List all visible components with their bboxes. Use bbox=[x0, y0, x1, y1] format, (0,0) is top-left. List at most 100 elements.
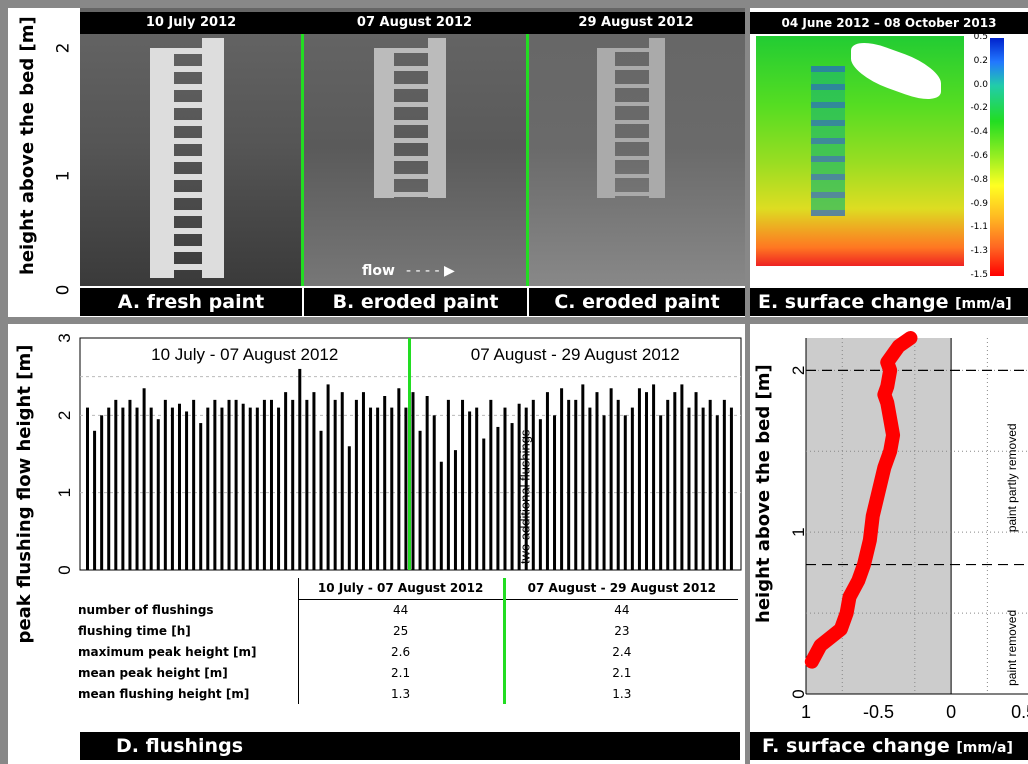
table-header-row: 10 July - 07 August 2012 07 August - 29 … bbox=[78, 578, 738, 600]
bar bbox=[107, 407, 111, 570]
bar bbox=[701, 407, 705, 570]
bar bbox=[305, 399, 309, 570]
caption-e: E. surface change [mm/a] bbox=[750, 288, 1028, 316]
bar bbox=[177, 403, 181, 570]
flushing-bar-chart: 0 1 2 3 10 July - 07 August 2012 07 August - … bbox=[55, 333, 742, 575]
bar bbox=[255, 407, 259, 570]
flow-annotation: flow bbox=[362, 263, 395, 279]
bar bbox=[128, 399, 132, 570]
bar bbox=[616, 399, 620, 570]
table-row: mean flushing height [m] 1.3 1.3 bbox=[78, 683, 738, 704]
bar bbox=[340, 392, 344, 570]
bar bbox=[673, 392, 677, 570]
bar bbox=[369, 407, 373, 570]
region-label-removed: paint removed bbox=[1005, 610, 1019, 686]
bar bbox=[397, 388, 401, 570]
top-ytick-0: 0 bbox=[53, 284, 74, 296]
colorbar-tick-label: -0.8 bbox=[970, 174, 988, 185]
bar bbox=[425, 396, 429, 570]
bar bbox=[687, 407, 691, 570]
table-cell: 2.1 bbox=[297, 662, 505, 683]
bar bbox=[234, 399, 238, 570]
colorbar-tick-label: -1.5 bbox=[970, 270, 988, 280]
top-ytick-2: 2 bbox=[53, 42, 74, 54]
photo-a bbox=[80, 8, 302, 286]
colorbar-tick-label: -1.3 bbox=[970, 246, 988, 257]
bar bbox=[213, 399, 217, 570]
bar bbox=[185, 411, 189, 570]
panel-d: peak flushing flow height [m] 0 1 2 3 10 Jul… bbox=[8, 324, 745, 764]
bar bbox=[637, 388, 641, 570]
bar bbox=[545, 392, 549, 570]
bar bbox=[404, 407, 408, 570]
table-row: flushing time [h] 25 23 bbox=[78, 620, 738, 641]
green-divider-2 bbox=[526, 34, 529, 286]
bar bbox=[192, 399, 196, 570]
table-row: mean peak height [m] 2.1 2.1 bbox=[78, 662, 738, 683]
table-header: 10 July - 07 August 2012 bbox=[297, 578, 505, 600]
bar bbox=[277, 407, 281, 570]
flushing-table: 10 July - 07 August 2012 07 August - 29 … bbox=[78, 578, 738, 704]
bar bbox=[269, 399, 273, 570]
table-cell: 25 bbox=[297, 620, 505, 641]
table-cell: 1.3 bbox=[502, 683, 738, 704]
bar bbox=[100, 415, 104, 570]
panel-e: 04 June 2012 – 08 October 2013 0.5 0.2 0.0… bbox=[750, 8, 1028, 317]
line-ytick-label: 2 bbox=[789, 366, 808, 375]
table-cell: 44 bbox=[297, 599, 505, 620]
caption-d: D. flushings bbox=[80, 732, 740, 760]
flushing-annotation: two additional flushings bbox=[518, 429, 533, 564]
bar-ytick-label: 3 bbox=[55, 333, 74, 342]
caption-f-main: F. surface change bbox=[762, 735, 950, 757]
bar bbox=[439, 461, 443, 570]
bar bbox=[248, 407, 252, 570]
bar bbox=[347, 446, 351, 570]
table-row-label: mean peak height [m] bbox=[78, 665, 228, 680]
bar-ytick-label: 2 bbox=[55, 411, 74, 420]
colorbar-tick-label: 0.0 bbox=[973, 79, 988, 90]
bar bbox=[312, 392, 316, 570]
bar bbox=[560, 388, 564, 570]
panel-e-date: 04 June 2012 – 08 October 2013 bbox=[750, 12, 1028, 34]
bar bbox=[524, 407, 528, 570]
bar bbox=[574, 399, 578, 570]
colorbar-tick-label: -0.9 bbox=[970, 198, 988, 209]
bar bbox=[199, 423, 203, 570]
bar bbox=[588, 407, 592, 570]
photo-c bbox=[527, 8, 745, 286]
bar bbox=[390, 407, 394, 570]
bar bbox=[581, 384, 585, 570]
bar-ytick-label: 1 bbox=[55, 488, 74, 497]
bar bbox=[432, 415, 436, 570]
line-xtick-label: -0.5 bbox=[863, 702, 894, 722]
bar bbox=[453, 450, 457, 570]
table-cell: 2.6 bbox=[297, 641, 505, 662]
bar bbox=[86, 407, 89, 570]
bar bbox=[609, 388, 613, 570]
line-ytick-label: 1 bbox=[789, 527, 808, 536]
bar bbox=[291, 399, 295, 570]
bar bbox=[708, 399, 712, 570]
bar bbox=[142, 388, 146, 570]
photo-a-date: 10 July 2012 bbox=[80, 12, 302, 34]
bar bbox=[298, 368, 302, 570]
bar bbox=[241, 403, 245, 570]
panel-f: height above the bed [m] 1-0.500.5012pai… bbox=[750, 324, 1028, 764]
bar bbox=[729, 407, 733, 570]
bar bbox=[163, 399, 167, 570]
bar bbox=[694, 392, 698, 570]
table-row: number of flushings 44 44 bbox=[78, 599, 738, 620]
surface-map bbox=[756, 34, 964, 266]
bar bbox=[623, 415, 627, 570]
bar bbox=[411, 392, 415, 570]
colorbar-tick-label: -0.2 bbox=[970, 103, 988, 114]
bar bbox=[475, 407, 479, 570]
bar bbox=[333, 399, 337, 570]
surface-change-line-chart: 1 -0.5 0 0.5 0 1 2 paint partly removed paint re… bbox=[789, 331, 1028, 722]
bar bbox=[531, 399, 535, 570]
bar bbox=[645, 392, 649, 570]
caption-e-main: E. surface change bbox=[758, 291, 949, 313]
bar bbox=[659, 415, 663, 570]
line-ytick-label: 0 bbox=[789, 689, 808, 698]
line-xtick-label: 0 bbox=[946, 702, 956, 722]
